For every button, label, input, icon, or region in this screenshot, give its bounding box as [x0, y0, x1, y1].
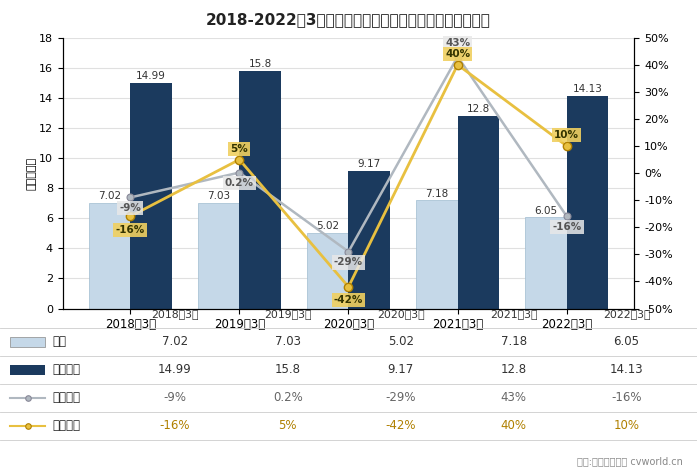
Bar — [526, 218, 567, 309]
Text: 40%: 40% — [445, 49, 470, 59]
Text: 7.03: 7.03 — [275, 335, 301, 349]
Text: 0.2%: 0.2% — [225, 179, 254, 188]
Text: 2022年3月: 2022年3月 — [603, 309, 650, 319]
Text: -9%: -9% — [119, 203, 141, 213]
Text: 43%: 43% — [500, 391, 527, 405]
Bar — [130, 83, 171, 309]
Text: 累计销量: 累计销量 — [52, 364, 80, 376]
Text: -16%: -16% — [160, 419, 190, 432]
Text: 7.03: 7.03 — [207, 191, 230, 201]
Text: 销量: 销量 — [52, 335, 66, 349]
Y-axis label: 单位：万辆: 单位：万辆 — [26, 156, 36, 190]
Text: -29%: -29% — [385, 391, 416, 405]
Text: -42%: -42% — [334, 295, 363, 305]
Title: 2018-2022年3月微型卡车销量及增幅走势（单位：万辆）: 2018-2022年3月微型卡车销量及增幅走势（单位：万辆） — [206, 12, 491, 27]
Bar — [239, 71, 281, 309]
Text: 累计增幅: 累计增幅 — [52, 419, 80, 432]
Bar — [416, 201, 458, 309]
Text: 10%: 10% — [554, 130, 579, 140]
Text: 2018年3月: 2018年3月 — [151, 309, 199, 319]
Text: 7.02: 7.02 — [98, 191, 121, 201]
Text: 同比增幅: 同比增幅 — [52, 391, 80, 405]
Text: 5.02: 5.02 — [316, 221, 339, 231]
Text: 14.13: 14.13 — [573, 84, 602, 94]
Text: -16%: -16% — [611, 391, 642, 405]
Text: 40%: 40% — [500, 419, 527, 432]
Text: -42%: -42% — [385, 419, 416, 432]
Text: 15.8: 15.8 — [248, 59, 272, 69]
Text: 9.17: 9.17 — [388, 364, 414, 376]
Text: 12.8: 12.8 — [500, 364, 527, 376]
Text: 10%: 10% — [613, 419, 640, 432]
Bar — [458, 116, 499, 309]
Text: 6.05: 6.05 — [613, 335, 640, 349]
Text: 14.13: 14.13 — [610, 364, 643, 376]
Text: 2019年3月: 2019年3月 — [264, 309, 312, 319]
Text: -16%: -16% — [552, 222, 581, 232]
Text: 2020年3月: 2020年3月 — [377, 309, 424, 319]
Text: 5.02: 5.02 — [388, 335, 414, 349]
Text: 7.18: 7.18 — [425, 189, 449, 199]
Text: 7.18: 7.18 — [500, 335, 527, 349]
Text: 6.05: 6.05 — [535, 206, 558, 216]
Bar — [567, 96, 608, 309]
Text: 9.17: 9.17 — [358, 159, 381, 169]
Text: 14.99: 14.99 — [158, 364, 192, 376]
Text: 7.02: 7.02 — [162, 335, 188, 349]
Text: 43%: 43% — [445, 38, 470, 48]
FancyBboxPatch shape — [10, 365, 45, 375]
Bar — [348, 171, 390, 309]
Text: 15.8: 15.8 — [275, 364, 301, 376]
Text: -29%: -29% — [334, 258, 363, 268]
Text: 制图:第一商用车网 cvworld.cn: 制图:第一商用车网 cvworld.cn — [577, 456, 683, 466]
Bar — [198, 203, 239, 309]
Bar — [89, 203, 130, 309]
Text: 2021年3月: 2021年3月 — [490, 309, 537, 319]
FancyBboxPatch shape — [10, 337, 45, 347]
Text: 0.2%: 0.2% — [273, 391, 302, 405]
Text: 12.8: 12.8 — [467, 104, 490, 114]
Text: -16%: -16% — [116, 225, 145, 235]
Text: 5%: 5% — [279, 419, 297, 432]
Text: -9%: -9% — [164, 391, 186, 405]
Bar — [307, 233, 348, 309]
Text: 5%: 5% — [231, 144, 248, 154]
Text: 14.99: 14.99 — [136, 71, 166, 81]
